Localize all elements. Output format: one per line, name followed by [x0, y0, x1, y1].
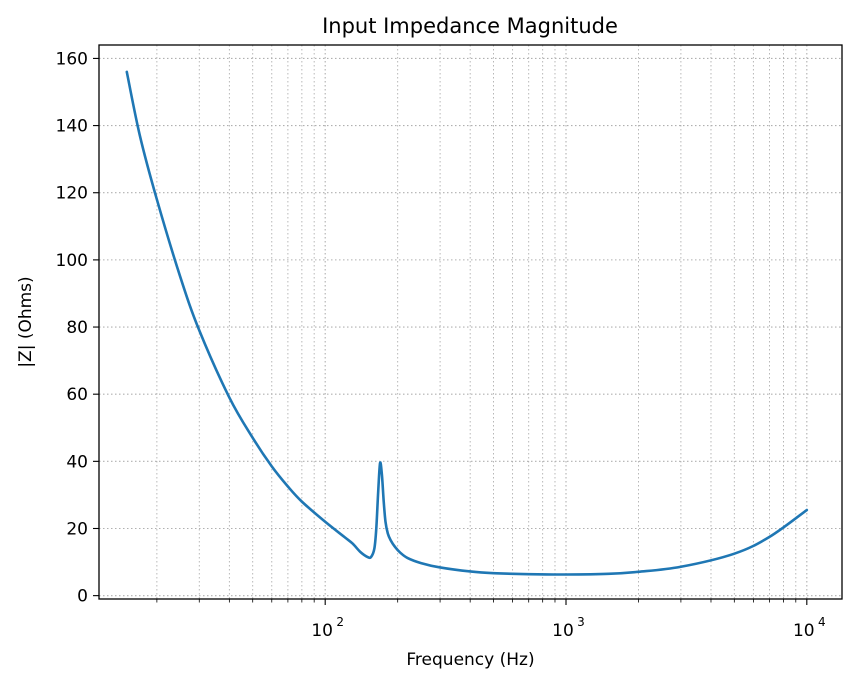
impedance-series-line [125, 70, 809, 576]
x-tick-label: 10 [552, 621, 574, 641]
x-axis-label: Frequency (Hz) [406, 650, 534, 670]
y-tick-label: 20 [66, 519, 88, 539]
y-tick-label: 80 [66, 318, 88, 338]
y-tick-label: 40 [66, 452, 88, 472]
y-axis-label: |Z| (Ohms) [16, 276, 36, 367]
chart-title: Input Impedance Magnitude [322, 14, 618, 38]
x-tick-label-exponent: 3 [577, 615, 585, 629]
x-tick-label-exponent: 4 [818, 615, 826, 629]
x-tick-label-exponent: 2 [336, 615, 344, 629]
x-tick-label: 10 [311, 621, 333, 641]
y-tick-label: 60 [66, 385, 88, 405]
x-tick-label: 10 [793, 621, 815, 641]
y-tick-label: 160 [56, 49, 88, 69]
series-layer [125, 70, 809, 576]
y-tick-label: 120 [56, 184, 88, 204]
y-tick-label: 0 [77, 587, 88, 607]
y-tick-label: 140 [56, 117, 88, 137]
y-tick-label: 100 [56, 251, 88, 271]
grid-lines [99, 45, 842, 599]
